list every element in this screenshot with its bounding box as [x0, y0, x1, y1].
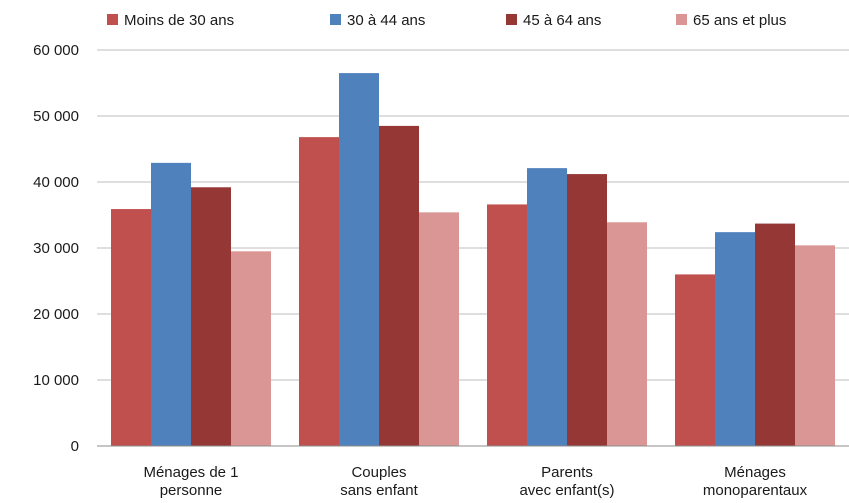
legend-item: 65 ans et plus: [676, 12, 786, 29]
legend-label: 30 à 44 ans: [347, 12, 425, 29]
y-tick-label: 10 000: [33, 372, 79, 389]
y-tick-label: 0: [71, 438, 79, 455]
bar: [339, 73, 379, 446]
bar: [607, 222, 647, 446]
legend-swatch: [330, 14, 341, 25]
legend-label: 45 à 64 ans: [523, 12, 601, 29]
bar: [755, 223, 795, 446]
y-tick-label: 60 000: [33, 42, 79, 59]
bars: [111, 73, 835, 447]
x-category-label: Parents: [541, 464, 593, 481]
legend: Moins de 30 ans 30 à 44 ans 45 à 64 ans 65 …: [107, 12, 786, 29]
legend-label: Moins de 30 ans: [124, 12, 234, 29]
legend-swatch: [676, 14, 687, 25]
legend-item: Moins de 30 ans: [107, 12, 234, 29]
legend-item: 45 à 64 ans: [506, 12, 601, 29]
bar: [111, 209, 151, 446]
y-tick-label: 40 000: [33, 174, 79, 191]
bar: [419, 212, 459, 446]
x-category-label: personne: [160, 482, 223, 499]
legend-swatch: [506, 14, 517, 25]
bar: [151, 162, 191, 447]
x-category-label: Ménages: [724, 464, 786, 481]
y-tick-label: 50 000: [33, 108, 79, 125]
bar: [675, 274, 715, 446]
bar: [527, 168, 567, 446]
bar: [379, 125, 419, 447]
y-tick-labels: 0 10 000 20 000 30 000 40 000 50 000 60 000: [33, 42, 79, 455]
x-category-label: sans enfant: [340, 482, 418, 499]
x-category-label: avec enfant(s): [519, 482, 614, 499]
bar: [715, 232, 755, 446]
x-category-label: Ménages de 1: [143, 464, 238, 481]
bar: [567, 174, 607, 446]
bar: [487, 204, 527, 446]
bar: [299, 137, 339, 446]
legend-swatch: [107, 14, 118, 25]
legend-item: 30 à 44 ans: [330, 12, 425, 29]
bar: [795, 245, 835, 446]
x-category-label: Couples: [351, 464, 406, 481]
y-tick-label: 20 000: [33, 306, 79, 323]
bar: [231, 251, 271, 446]
x-category-label: monoparentaux: [703, 482, 808, 499]
y-tick-label: 30 000: [33, 240, 79, 257]
legend-label: 65 ans et plus: [693, 12, 786, 29]
bar: [191, 187, 231, 446]
